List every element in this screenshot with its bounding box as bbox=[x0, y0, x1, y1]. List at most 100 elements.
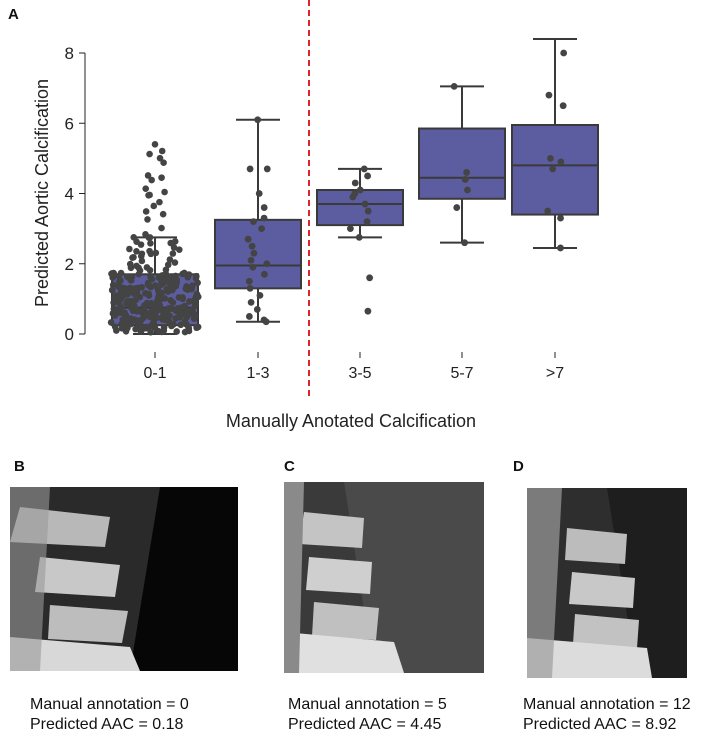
data-point bbox=[113, 327, 120, 334]
data-point bbox=[557, 244, 564, 252]
data-point bbox=[162, 266, 170, 274]
data-point bbox=[171, 259, 179, 266]
box-3 bbox=[316, 165, 404, 315]
data-point bbox=[263, 165, 271, 173]
data-point bbox=[148, 176, 155, 184]
data-point bbox=[126, 245, 133, 253]
data-point bbox=[135, 323, 143, 330]
data-point bbox=[194, 293, 202, 301]
spine-xray-c bbox=[284, 482, 484, 673]
data-point bbox=[146, 234, 154, 241]
data-point bbox=[193, 324, 200, 332]
data-point bbox=[158, 328, 166, 336]
data-point bbox=[129, 254, 136, 261]
data-point bbox=[256, 291, 264, 299]
data-point bbox=[255, 190, 263, 197]
data-point bbox=[167, 296, 174, 304]
data-point bbox=[166, 256, 174, 263]
manual-annotation-b: Manual annotation = 0 bbox=[30, 696, 189, 713]
data-point bbox=[121, 315, 128, 323]
data-point bbox=[111, 312, 119, 319]
data-point bbox=[192, 274, 200, 282]
data-point bbox=[118, 320, 125, 328]
data-point bbox=[145, 191, 152, 199]
data-point bbox=[149, 320, 157, 327]
data-point bbox=[188, 285, 195, 293]
data-point bbox=[453, 204, 461, 211]
data-point bbox=[351, 190, 359, 197]
data-point bbox=[461, 176, 469, 183]
xray-image-b bbox=[10, 487, 238, 671]
data-point bbox=[135, 264, 142, 272]
data-point bbox=[249, 263, 257, 271]
data-point bbox=[111, 293, 119, 301]
x-tick-label: 3-5 bbox=[348, 365, 371, 382]
data-point bbox=[260, 204, 268, 211]
data-point bbox=[109, 281, 117, 289]
data-point bbox=[183, 308, 191, 316]
data-point bbox=[136, 317, 144, 324]
data-point bbox=[150, 202, 158, 210]
data-point bbox=[146, 247, 153, 255]
data-point bbox=[360, 165, 368, 173]
data-point bbox=[155, 304, 162, 311]
data-point bbox=[463, 169, 471, 176]
data-point bbox=[154, 294, 162, 301]
data-point bbox=[346, 225, 354, 233]
data-point bbox=[363, 218, 371, 226]
data-point bbox=[545, 91, 553, 99]
data-point bbox=[247, 298, 255, 306]
data-point bbox=[185, 327, 193, 335]
data-point bbox=[146, 266, 154, 274]
data-point bbox=[184, 273, 192, 281]
x-tick-label: 5-7 bbox=[450, 365, 473, 382]
data-point bbox=[156, 154, 164, 162]
data-point bbox=[138, 284, 145, 291]
data-point bbox=[186, 298, 193, 305]
y-tick-label: 4 bbox=[65, 185, 74, 204]
data-point bbox=[148, 275, 156, 283]
predicted-aac-b: Predicted AAC = 0.18 bbox=[30, 716, 184, 733]
y-tick-label: 8 bbox=[65, 44, 74, 63]
data-point bbox=[136, 293, 144, 301]
data-point bbox=[254, 116, 262, 124]
box-5 bbox=[511, 37, 599, 252]
box-body bbox=[418, 127, 506, 200]
data-point bbox=[356, 186, 364, 194]
data-point bbox=[557, 158, 565, 166]
data-point bbox=[361, 200, 369, 208]
xray-image-c bbox=[284, 482, 484, 673]
caption-c: Manual annotation = 5 Predicted AAC = 4.… bbox=[288, 695, 447, 735]
data-point bbox=[171, 238, 179, 245]
data-point bbox=[250, 249, 258, 257]
data-point bbox=[547, 154, 554, 162]
data-point bbox=[169, 250, 177, 257]
data-point bbox=[176, 246, 183, 253]
data-point bbox=[168, 322, 175, 330]
panel-label-b: B bbox=[14, 458, 25, 475]
data-point bbox=[364, 172, 372, 180]
data-point bbox=[183, 313, 191, 321]
y-tick-label: 2 bbox=[65, 255, 74, 274]
data-point bbox=[144, 216, 151, 223]
caption-b: Manual annotation = 0 Predicted AAC = 0.… bbox=[30, 695, 189, 735]
data-point bbox=[244, 235, 252, 243]
data-point bbox=[133, 307, 141, 315]
caption-d: Manual annotation = 12 Predicted AAC = 8… bbox=[523, 695, 691, 735]
data-point bbox=[127, 315, 135, 322]
data-point bbox=[133, 247, 140, 255]
data-point bbox=[115, 272, 123, 280]
data-point bbox=[461, 239, 468, 247]
predicted-aac-c: Predicted AAC = 4.45 bbox=[288, 716, 442, 733]
data-point bbox=[122, 327, 130, 335]
data-point bbox=[260, 214, 268, 222]
data-point bbox=[160, 159, 167, 167]
x-axis-label: Manually Anotated Calcification bbox=[226, 411, 476, 431]
predicted-aac-d: Predicted AAC = 8.92 bbox=[523, 716, 677, 733]
data-point bbox=[158, 224, 165, 232]
xray-image-d bbox=[527, 488, 687, 678]
data-point bbox=[126, 284, 134, 292]
data-point bbox=[164, 311, 171, 318]
data-point bbox=[247, 256, 255, 264]
data-point bbox=[253, 306, 261, 313]
